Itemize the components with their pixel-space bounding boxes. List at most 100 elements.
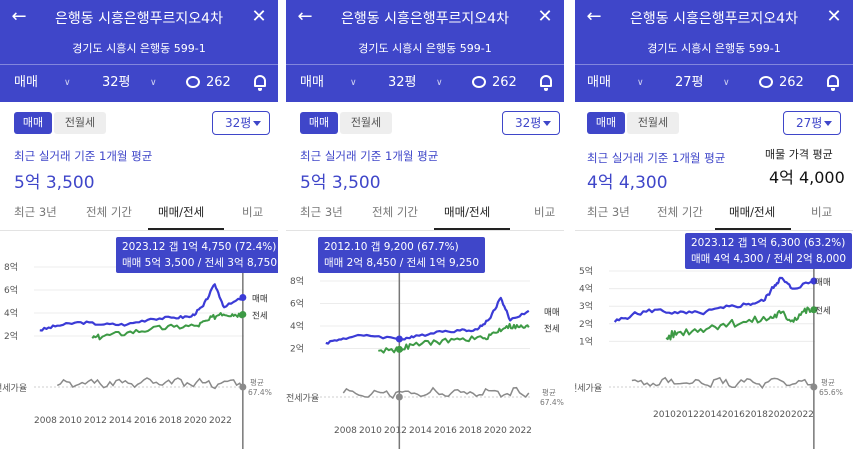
comment-count[interactable]: 262 (492, 75, 517, 90)
tab-recent-3y[interactable]: 최근 3년 (300, 205, 343, 219)
ratio-average-small-label: 평균 (821, 377, 835, 387)
x-tick-label: 2010 (359, 426, 382, 436)
header-bar: ← 은행동 시흥은행푸르지오4차 ✕ 경기도 시흥시 은행동 599-1 매매 … (575, 0, 853, 102)
toolbar: 매매 ∨ 27평 ∨ 262 (575, 64, 853, 101)
segment-sale[interactable]: 매매 (14, 112, 52, 134)
comment-bubble-icon[interactable] (472, 76, 486, 88)
sale-series-label: 매매 (544, 308, 560, 318)
y-tick-label: 6억 (4, 284, 18, 296)
y-tick-label: 8억 (290, 275, 304, 287)
chart-tooltip: 2012.10 갭 9,200 (67.7%) 매매 2억 8,450 / 전세… (318, 237, 486, 273)
tab-all-period[interactable]: 전체 기간 (86, 205, 132, 219)
y-tick-label: 6억 (290, 298, 304, 310)
jeonse-point (395, 345, 403, 353)
x-tick-label: 2018 (159, 416, 182, 426)
segment-rent[interactable]: 전월세 (54, 112, 106, 134)
close-icon[interactable]: ✕ (826, 6, 842, 27)
ratio-series-line (631, 376, 815, 390)
ratio-point (395, 393, 403, 401)
chevron-down-icon: ∨ (64, 78, 71, 88)
price-chart[interactable]: 1억 2억 3억 4억 5억 2010 2012 2014 2016 2018 2020 2022 매매… (575, 231, 853, 449)
x-tick-label: 2014 (409, 426, 432, 436)
trade-type-dropdown[interactable]: 매매 (587, 75, 611, 90)
tab-sale-jeonse[interactable]: 매매/전세 (444, 205, 491, 219)
address: 경기도 시흥시 은행동 599-1 (647, 42, 781, 55)
segment-rent[interactable]: 전월세 (340, 112, 392, 134)
tab-all-period[interactable]: 전체 기간 (372, 205, 418, 219)
ratio-point (239, 383, 247, 391)
jeonse-series-label: 전세 (252, 310, 268, 321)
comment-count[interactable]: 262 (206, 75, 231, 90)
header-bar: ← 은행동 시흥은행푸르지오4차 ✕ 경기도 시흥시 은행동 599-1 매매 … (0, 0, 278, 102)
segment-rent[interactable]: 전월세 (627, 112, 679, 134)
tab-recent-3y[interactable]: 최근 3년 (587, 205, 630, 219)
tab-all-period[interactable]: 전체 기간 (657, 205, 703, 219)
x-tick-label: 2020 (184, 416, 207, 426)
area-select[interactable]: 32평 (212, 111, 270, 135)
back-arrow-icon[interactable]: ← (586, 6, 602, 27)
y-tick-label: 4억 (579, 283, 593, 295)
area-dropdown[interactable]: 27평 (675, 75, 704, 90)
sale-series-line (39, 283, 244, 332)
x-tick-label: 2012 (676, 410, 699, 420)
tooltip-gap: 2023.12 갭 1억 4,750 (72.4%) (122, 241, 277, 253)
x-tick-label: 2008 (34, 416, 57, 426)
bell-icon[interactable] (827, 75, 839, 91)
back-arrow-icon[interactable]: ← (297, 6, 313, 27)
area-dropdown[interactable]: 32평 (102, 75, 131, 90)
area-select[interactable]: 27평 (783, 111, 841, 135)
area-select-value: 32평 (225, 116, 252, 130)
tab-sale-jeonse[interactable]: 매매/전세 (158, 205, 205, 219)
toolbar: 매매 ∨ 32평 ∨ 262 (0, 64, 278, 101)
x-tick-label: 2018 (745, 410, 768, 420)
segment-sale[interactable]: 매매 (587, 112, 625, 134)
tab-compare[interactable]: 비교 (242, 205, 264, 219)
close-icon[interactable]: ✕ (537, 6, 553, 27)
complex-title: 은행동 시흥은행푸르지오4차 (55, 11, 223, 27)
price-chart[interactable]: 2억 4억 6억 8억 2008 2010 2012 2014 2016 2018 2020 2022… (0, 231, 278, 449)
tab-compare[interactable]: 비교 (534, 205, 556, 219)
comment-count[interactable]: 262 (779, 75, 804, 90)
tooltip-prices: 매매 4억 4,300 / 전세 2억 8,000 (691, 253, 847, 265)
listing-average-value: 4억 4,000 (769, 168, 845, 187)
tab-compare[interactable]: 비교 (811, 205, 833, 219)
chevron-down-icon: ∨ (150, 78, 157, 88)
price-chart[interactable]: 2억 4억 6억 8억 2008 2010 2012 2014 2016 2018 2020 2022… (286, 231, 564, 449)
comment-bubble-icon[interactable] (759, 76, 773, 88)
tab-divider (286, 230, 564, 231)
bell-icon[interactable] (254, 75, 266, 91)
close-icon[interactable]: ✕ (251, 6, 267, 27)
x-tick-label: 2008 (334, 426, 357, 436)
sale-series-label: 매매 (815, 278, 831, 288)
bell-icon[interactable] (540, 75, 552, 91)
caret-down-icon (253, 121, 261, 126)
ratio-average-small-label: 평균 (250, 377, 264, 387)
trade-type-dropdown[interactable]: 매매 (300, 75, 324, 90)
average-label: 최근 실거래 기준 1개월 평균 (14, 149, 153, 163)
toolbar: 매매 ∨ 32평 ∨ 262 (286, 64, 564, 101)
trade-type-dropdown[interactable]: 매매 (14, 75, 38, 90)
y-tick-label: 3억 (579, 300, 593, 312)
x-tick-label: 2018 (459, 426, 482, 436)
y-tick-label: 2억 (579, 318, 593, 330)
chevron-down-icon: ∨ (637, 78, 644, 88)
x-tick-label: 2016 (134, 416, 157, 426)
ratio-average-value: 67.4% (540, 398, 564, 407)
y-tick-label: 1억 (579, 335, 593, 347)
x-tick-label: 2016 (434, 426, 457, 436)
y-tick-label: 4억 (4, 307, 18, 319)
tab-divider (575, 230, 853, 231)
tab-recent-3y[interactable]: 최근 3년 (14, 205, 57, 219)
active-tab-indicator (434, 228, 510, 230)
x-tick-label: 2012 (384, 426, 407, 436)
tab-sale-jeonse[interactable]: 매매/전세 (729, 205, 776, 219)
comment-bubble-icon[interactable] (186, 76, 200, 88)
complex-title: 은행동 시흥은행푸르지오4차 (630, 11, 798, 27)
segment-sale[interactable]: 매매 (300, 112, 338, 134)
header-bar: ← 은행동 시흥은행푸르지오4차 ✕ 경기도 시흥시 은행동 599-1 매매 … (286, 0, 564, 102)
tooltip-prices: 매매 2억 8,450 / 전세 1억 9,250 (324, 257, 480, 269)
area-dropdown[interactable]: 32평 (388, 75, 417, 90)
back-arrow-icon[interactable]: ← (11, 6, 27, 27)
area-select[interactable]: 32평 (502, 111, 560, 135)
y-tick-label: 4억 (290, 320, 304, 332)
